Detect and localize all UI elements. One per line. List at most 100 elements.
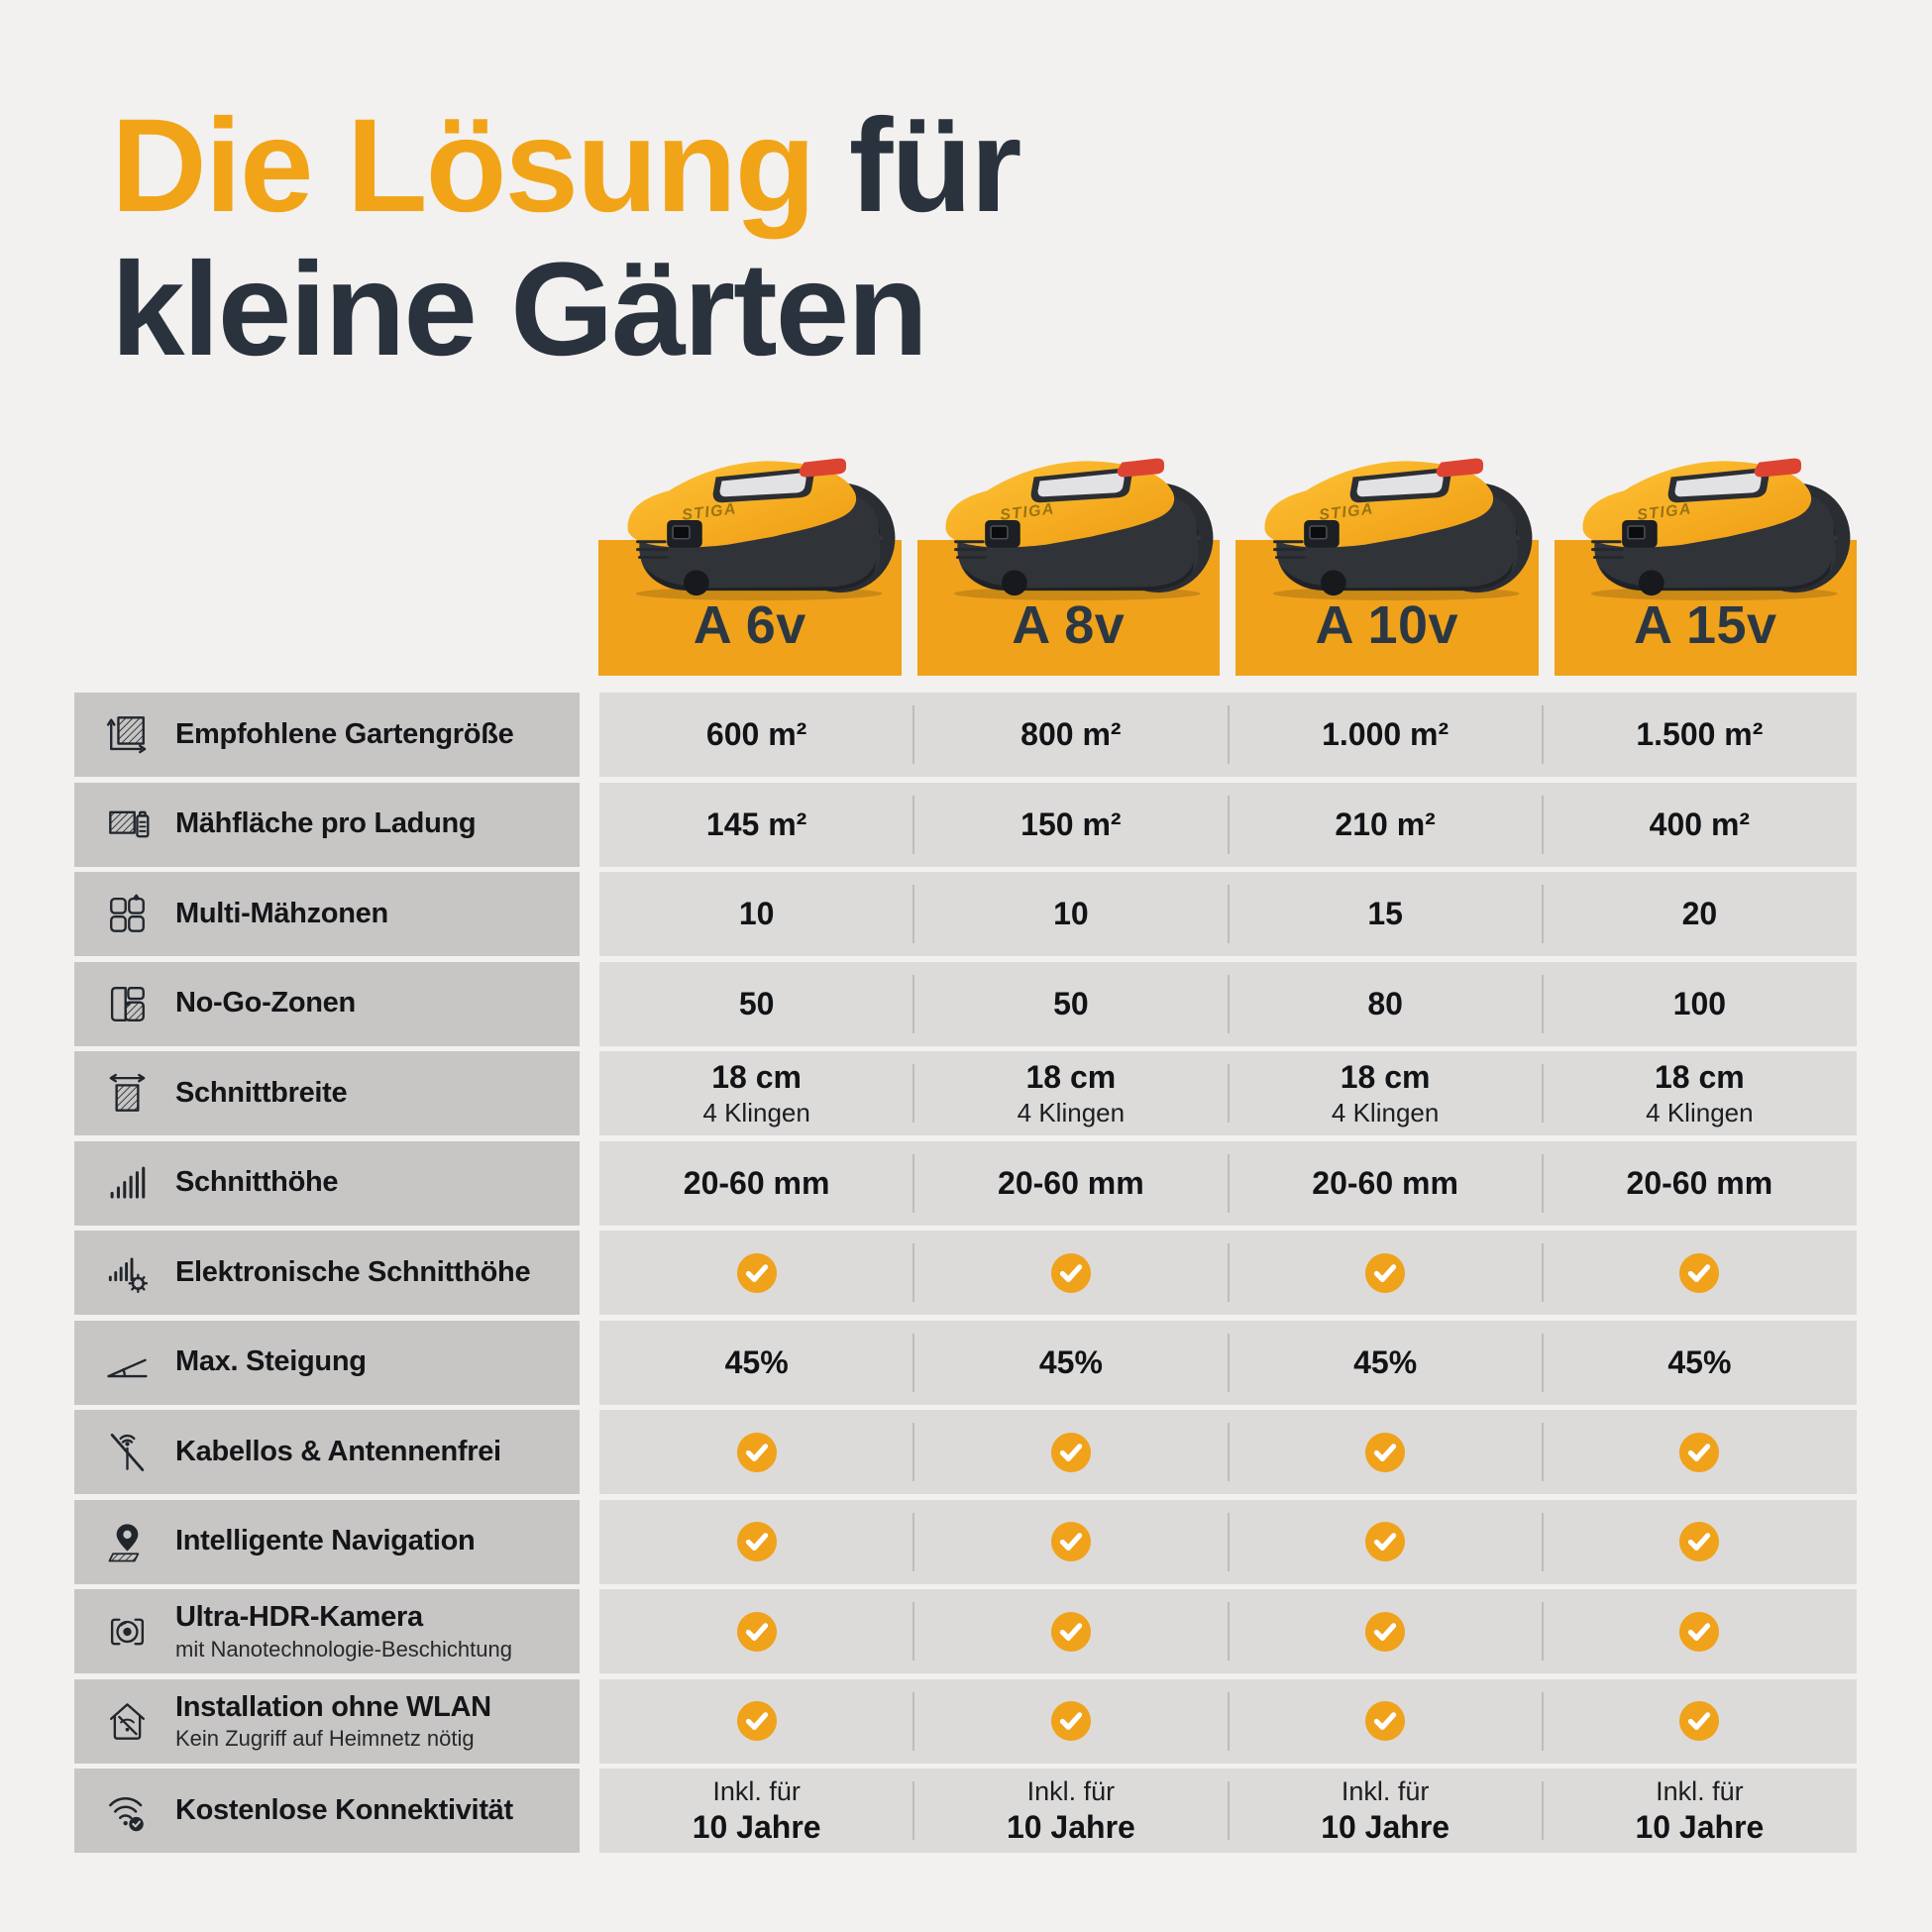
check-cell (599, 1410, 913, 1494)
product-box-a15v: A 15v (1554, 540, 1857, 676)
row-values: 45% 45% 45% 45% (599, 1320, 1857, 1405)
value-cell: 20-60 mm (1227, 1141, 1543, 1226)
check-icon (1678, 1432, 1720, 1473)
row-title: Kabellos & Antennenfrei (175, 1435, 501, 1467)
row-label-electronic-cutting-height: Elektronische Schnitthöhe (74, 1231, 580, 1315)
row-label-cutting-height: Schnitthöhe (74, 1140, 580, 1226)
check-cell (1227, 1500, 1543, 1584)
row-label-wireless: Kabellos & Antennenfrei (74, 1410, 580, 1494)
value-cell: 145 m² (705, 805, 807, 842)
value-cell: 18 cm 4 Klingen (912, 1051, 1228, 1135)
row-title: No-Go-Zonen (175, 987, 356, 1020)
check-cell (912, 1679, 1228, 1764)
no-wifi-install-icon (110, 1702, 145, 1740)
table-row: Empfohlene Gartengröße 600 m² 800 m² 1.0… (74, 693, 1857, 777)
product-box-a8v: A 8v (916, 540, 1220, 676)
table-row: Elektronische Schnitthöhe (74, 1231, 1857, 1315)
check-icon (1050, 1252, 1092, 1294)
table-row: Multi-Mähzonen 10 10 15 20 (74, 872, 1857, 956)
row-title: Schnitthöhe (175, 1166, 339, 1199)
check-icon (1678, 1521, 1720, 1562)
row-label-garden-size: Empfohlene Gartengröße (74, 693, 580, 777)
check-icon (736, 1252, 778, 1294)
value-cell: 20-60 mm (1541, 1141, 1857, 1226)
check-cell (1227, 1679, 1543, 1764)
table-row: Kabellos & Antennenfrei (74, 1410, 1857, 1494)
value-cell: 20-60 mm (912, 1141, 1228, 1226)
value-cell: 45% (1541, 1321, 1857, 1405)
value-cell: 18 cm 4 Klingen (1227, 1051, 1543, 1135)
row-values: 145 m² 150 m² 210 m² 400 m² (599, 782, 1857, 867)
row-title: Mähfläche pro Ladung (175, 807, 477, 840)
table-row: Installation ohne WLAN Kein Zugriff auf … (74, 1678, 1857, 1764)
table-row: Mähfläche pro Ladung 145 m² 150 m² 210 m… (74, 782, 1857, 867)
row-values: 50 50 80 100 (599, 961, 1857, 1046)
value-cell: 800 m² (912, 693, 1228, 777)
check-cell (1541, 1231, 1857, 1315)
value-cell: 45% (912, 1321, 1228, 1405)
row-title: Kostenlose Konnektivität (175, 1793, 513, 1826)
product-header: A 6v A 8v A 10v A 15v (598, 540, 1857, 676)
value-cell: 210 m² (1227, 783, 1543, 867)
check-icon (1364, 1432, 1406, 1473)
check-icon (1364, 1700, 1406, 1742)
value-cell: 18 cm 4 Klingen (702, 1058, 810, 1127)
value-cell: 10 (738, 896, 775, 931)
row-values (599, 1678, 1857, 1764)
check-icon (736, 1432, 778, 1473)
check-icon (1050, 1700, 1092, 1742)
check-icon (1678, 1611, 1720, 1653)
no-go-zones-icon (110, 986, 145, 1021)
free-connectivity-icon (109, 1797, 144, 1832)
row-title: Intelligente Navigation (175, 1525, 476, 1557)
value-cell: 20 (1541, 872, 1857, 956)
row-values (599, 1410, 1857, 1494)
check-cell (912, 1231, 1228, 1315)
cutting-height-icon (110, 1166, 146, 1199)
title-line2: kleine Gärten (111, 235, 928, 383)
table-row: No-Go-Zonen 50 50 80 100 (74, 961, 1857, 1046)
row-subtitle: mit Nanotechnologie-Beschichtung (175, 1636, 512, 1662)
value-cell: 45% (724, 1343, 789, 1380)
intelligent-navigation-icon (108, 1523, 140, 1561)
check-icon (1364, 1521, 1406, 1562)
check-cell (1227, 1589, 1543, 1673)
check-cell (599, 1231, 913, 1315)
mower-image (1246, 436, 1546, 602)
value-cell: 20-60 mm (683, 1164, 830, 1201)
row-label-no-wifi-install: Installation ohne WLAN Kein Zugriff auf … (74, 1678, 580, 1764)
value-cell: 50 (738, 985, 775, 1021)
value-cell: 45% (1227, 1321, 1543, 1405)
product-name: A 10v (1315, 595, 1459, 655)
garden-size-icon (106, 716, 147, 754)
row-values: Inkl. für 10 Jahre Inkl. für 10 Jahre Inkl… (599, 1769, 1857, 1853)
check-icon (1364, 1611, 1406, 1653)
value-cell: 80 (1227, 962, 1543, 1046)
value-cell: 600 m² (705, 716, 807, 752)
value-cell: 50 (912, 962, 1228, 1046)
check-icon (1364, 1252, 1406, 1294)
multi-zones-icon (110, 894, 145, 932)
table-row: Intelligente Navigation (74, 1499, 1857, 1584)
wireless-antenna-free-icon (110, 1433, 145, 1471)
check-cell (1541, 1589, 1857, 1673)
check-cell (599, 1679, 913, 1764)
mower-image (609, 436, 909, 602)
table-row: Kostenlose Konnektivität Inkl. für 10 Jah… (74, 1769, 1857, 1853)
value-cell: Inkl. für 10 Jahre (1227, 1769, 1543, 1853)
cutting-width-icon (109, 1073, 146, 1112)
table-row: Schnitthöhe 20-60 mm 20-60 mm 20-60 mm 2… (74, 1140, 1857, 1226)
value-cell: Inkl. für 10 Jahre (692, 1775, 821, 1845)
title-rest: für (813, 92, 1022, 240)
value-cell: 18 cm 4 Klingen (1541, 1051, 1857, 1135)
check-cell (912, 1410, 1228, 1494)
check-icon (1050, 1521, 1092, 1562)
row-values: 20-60 mm 20-60 mm 20-60 mm 20-60 mm (599, 1140, 1857, 1226)
check-cell (1541, 1410, 1857, 1494)
value-cell: Inkl. für 10 Jahre (1541, 1769, 1857, 1853)
row-label-cutting-width: Schnittbreite (74, 1051, 580, 1135)
product-box-a10v: A 10v (1235, 540, 1539, 676)
title-accent: Die Lösung (111, 92, 816, 240)
row-title: Ultra-HDR-Kamera (175, 1601, 423, 1634)
